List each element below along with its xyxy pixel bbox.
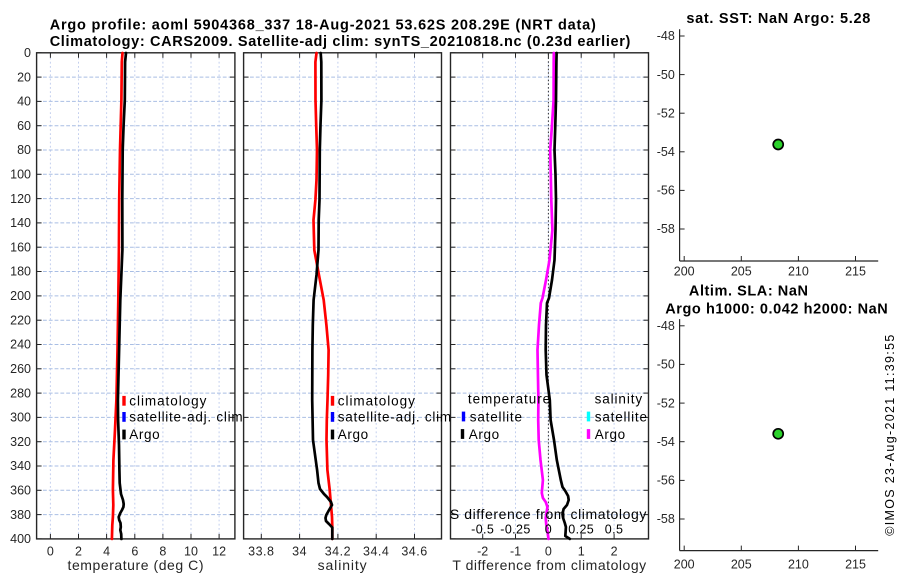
svg-text:220: 220 xyxy=(10,313,31,327)
svg-text:Altim. SLA: NaN: Altim. SLA: NaN xyxy=(689,284,809,300)
svg-text:-54: -54 xyxy=(657,145,675,159)
svg-text:300: 300 xyxy=(10,411,31,425)
svg-text:-1: -1 xyxy=(510,545,521,559)
svg-text:80: 80 xyxy=(17,143,31,157)
svg-text:-50: -50 xyxy=(657,68,675,82)
svg-text:Argo h1000: 0.042 h2000: NaN: Argo h1000: 0.042 h2000: NaN xyxy=(665,302,888,318)
svg-text:12: 12 xyxy=(212,545,226,559)
svg-text:8: 8 xyxy=(159,545,166,559)
svg-text:260: 260 xyxy=(10,362,31,376)
svg-text:-48: -48 xyxy=(657,29,675,43)
svg-text:-54: -54 xyxy=(657,435,675,449)
svg-text:1: 1 xyxy=(578,545,585,559)
svg-text:climatology: climatology xyxy=(338,393,416,408)
svg-text:0: 0 xyxy=(24,46,31,60)
svg-text:200: 200 xyxy=(10,289,31,303)
svg-text:satellite-adj. clim: satellite-adj. clim xyxy=(338,409,452,424)
svg-text:Argo: Argo xyxy=(595,427,626,442)
svg-text:140: 140 xyxy=(10,216,31,230)
svg-text:Argo: Argo xyxy=(129,427,160,442)
svg-text:-58: -58 xyxy=(657,222,675,236)
svg-text:215: 215 xyxy=(845,264,866,278)
svg-text:400: 400 xyxy=(10,532,31,546)
svg-text:34.6: 34.6 xyxy=(401,545,427,559)
svg-text:6: 6 xyxy=(131,545,138,559)
svg-text:100: 100 xyxy=(10,168,31,182)
svg-text:0.5: 0.5 xyxy=(605,523,624,537)
svg-text:120: 120 xyxy=(10,192,31,206)
svg-text:340: 340 xyxy=(10,459,31,473)
svg-text:205: 205 xyxy=(731,264,752,278)
svg-text:-0.25: -0.25 xyxy=(500,523,531,537)
svg-text:210: 210 xyxy=(788,557,809,571)
svg-text:temperature: temperature xyxy=(468,391,551,406)
svg-text:salinity: salinity xyxy=(318,557,368,573)
svg-text:2: 2 xyxy=(75,545,82,559)
svg-text:200: 200 xyxy=(674,264,695,278)
svg-text:-48: -48 xyxy=(657,319,675,333)
svg-text:temperature (deg C): temperature (deg C) xyxy=(68,557,205,573)
svg-text:satellite: satellite xyxy=(595,409,648,424)
svg-text:T difference from climatology: T difference from climatology xyxy=(452,557,646,573)
svg-text:-50: -50 xyxy=(657,358,675,372)
svg-text:20: 20 xyxy=(17,70,31,84)
svg-text:-56: -56 xyxy=(657,184,675,198)
svg-text:climatology: climatology xyxy=(129,393,207,408)
svg-text:215: 215 xyxy=(845,557,866,571)
svg-text:34: 34 xyxy=(292,545,307,559)
svg-text:2: 2 xyxy=(611,545,618,559)
svg-text:©IMOS 23-Aug-2021 11:39:55: ©IMOS 23-Aug-2021 11:39:55 xyxy=(883,333,897,535)
svg-text:34.4: 34.4 xyxy=(363,545,389,559)
svg-text:4: 4 xyxy=(103,545,110,559)
svg-text:10: 10 xyxy=(184,545,198,559)
svg-text:0: 0 xyxy=(545,545,552,559)
svg-text:360: 360 xyxy=(10,484,31,498)
svg-text:-0.5: -0.5 xyxy=(471,523,494,537)
svg-text:280: 280 xyxy=(10,386,31,400)
svg-text:210: 210 xyxy=(788,264,809,278)
svg-text:380: 380 xyxy=(10,508,31,522)
svg-text:Argo: Argo xyxy=(338,427,369,442)
svg-text:180: 180 xyxy=(10,265,31,279)
svg-text:40: 40 xyxy=(17,95,31,109)
svg-text:Argo: Argo xyxy=(469,427,500,442)
svg-text:200: 200 xyxy=(674,557,695,571)
svg-text:sat. SST: NaN Argo: 5.28: sat. SST: NaN Argo: 5.28 xyxy=(686,11,871,27)
svg-text:205: 205 xyxy=(731,557,752,571)
svg-text:Argo profile: aoml 5904368_337: Argo profile: aoml 5904368_337 18-Aug-20… xyxy=(50,17,597,33)
svg-text:-52: -52 xyxy=(657,106,675,120)
svg-text:-52: -52 xyxy=(657,396,675,410)
svg-text:satellite: satellite xyxy=(470,409,523,424)
svg-text:-2: -2 xyxy=(477,545,488,559)
svg-text:satellite-adj. clim: satellite-adj. clim xyxy=(129,409,243,424)
svg-text:-58: -58 xyxy=(657,512,675,526)
svg-text:160: 160 xyxy=(10,240,31,254)
svg-text:60: 60 xyxy=(17,119,31,133)
svg-text:S difference from climatology: S difference from climatology xyxy=(450,506,647,522)
svg-text:salinity: salinity xyxy=(595,391,643,406)
svg-text:Climatology: CARS2009. Satelli: Climatology: CARS2009. Satellite-adj cli… xyxy=(50,34,631,50)
svg-text:0: 0 xyxy=(545,523,552,537)
svg-text:0: 0 xyxy=(47,545,54,559)
svg-text:240: 240 xyxy=(10,338,31,352)
svg-text:34.2: 34.2 xyxy=(325,545,351,559)
svg-text:320: 320 xyxy=(10,435,31,449)
svg-text:0.25: 0.25 xyxy=(568,523,594,537)
svg-text:33.8: 33.8 xyxy=(248,545,274,559)
svg-text:-56: -56 xyxy=(657,474,675,488)
